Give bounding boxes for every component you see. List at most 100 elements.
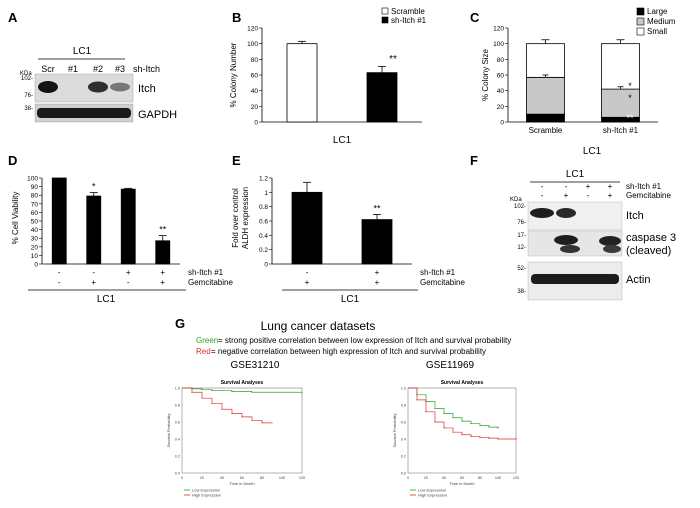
treatment-sign: - — [565, 182, 568, 191]
panel-a-lane-1: Scr — [41, 64, 55, 74]
y-tick-label: 0.4 — [401, 437, 406, 441]
panel-d-ylabel: % Cell Viability — [11, 192, 20, 245]
stacked-bar-segment — [601, 116, 640, 123]
panel-g-dataset-2: GSE11969 — [426, 360, 475, 371]
panel-c-ylabel: % Colony Size — [481, 48, 490, 101]
panel-d-row2-label: Gemcitabine — [188, 278, 233, 287]
panel-a-lane-header: sh-Itch — [133, 64, 160, 74]
legend-swatch — [636, 7, 645, 16]
treatment-sign: - — [541, 191, 544, 200]
significance-mark: ** — [373, 204, 381, 214]
y-tick-label: 40 — [251, 88, 259, 95]
panel-a-marker-38: 38- — [24, 106, 33, 112]
km-background — [388, 376, 526, 503]
stacked-bar-segment — [526, 43, 565, 78]
y-tick-label: 0.8 — [175, 403, 180, 407]
treatment-sign: + — [586, 182, 591, 191]
panel-letter-a: A — [8, 10, 18, 25]
y-tick-label: 0.6 — [259, 219, 268, 226]
itch-band — [88, 81, 108, 93]
legend-label: Medium — [647, 17, 676, 26]
y-tick-label: 0.4 — [259, 233, 268, 240]
f-caspase-band-2a — [554, 235, 578, 245]
panel-f-blot-caspase: caspase 3 — [626, 232, 676, 244]
y-tick-label: 120 — [493, 26, 504, 33]
panel-letter-b: B — [232, 10, 241, 25]
panel-a-lane-2: #1 — [68, 64, 78, 74]
panel-f-blot-actin: Actin — [626, 274, 650, 286]
treatment-sign: - — [92, 268, 95, 277]
y-tick-label: 100 — [493, 41, 504, 48]
treatment-sign: - — [58, 268, 61, 277]
treatment-sign: + — [160, 268, 165, 277]
treatment-sign: - — [541, 182, 544, 191]
f-itch-band-2 — [556, 208, 576, 218]
km-xlabel: Time in Month — [229, 481, 254, 486]
panel-f-kda: KDa — [510, 197, 522, 203]
panel-b-xlabel: LC1 — [333, 135, 352, 146]
stacked-bar-segment — [601, 88, 640, 118]
y-tick-label: 0 — [254, 120, 258, 127]
x-tick-label: 0 — [181, 476, 183, 480]
gapdh-blot-band — [37, 108, 131, 118]
y-tick-label: 20 — [251, 104, 259, 111]
treatment-sign: + — [608, 191, 613, 200]
panel-d-group-label: LC1 — [97, 294, 116, 305]
itch-band — [110, 82, 130, 92]
panel-c-chart: 0 20 40 60 80 100 120 Scramble sh-Itch #1 — [493, 26, 658, 135]
panel-a-blot-gapdh: GAPDH — [138, 109, 177, 121]
panel-g: G Lung cancer datasets Green = strong po… — [162, 316, 526, 503]
km-title: Survival Analyses — [441, 380, 484, 386]
treatment-sign: + — [160, 278, 165, 287]
y-tick-label: 80 — [31, 193, 39, 200]
survival-curve — [182, 387, 272, 424]
legend-swatch — [636, 27, 645, 36]
panel-letter-c: C — [470, 10, 480, 25]
x-tick-label: 120 — [513, 476, 519, 480]
legend-label: sh-Itch #1 — [391, 16, 427, 25]
panel-c-sig-large: ** — [626, 113, 634, 123]
stacked-bar-segment — [526, 76, 565, 115]
km-plot-gse31210: Survival Analyses 0 20 40 60 80 100 120 0.0 0.2 0.… — [162, 376, 312, 503]
x-tick-label: 20 — [424, 476, 428, 480]
y-tick-label: 40 — [31, 227, 39, 234]
stacked-bar-segment — [526, 113, 565, 123]
y-tick-label: 90 — [31, 184, 39, 191]
x-tick-label: 20 — [200, 476, 204, 480]
panel-b-ylabel: % Colony Number — [229, 42, 238, 107]
y-tick-label: 0.0 — [401, 471, 406, 475]
x-tick-label: sh-Itch #1 — [603, 126, 639, 135]
bar — [86, 195, 102, 265]
bar — [361, 219, 393, 265]
treatment-sign: - — [127, 278, 130, 287]
treatment-sign: - — [587, 191, 590, 200]
y-tick-label: 60 — [251, 73, 259, 80]
panel-f: F LC1 ---++-++ sh-Itch #1 Gemcitabine KD… — [470, 153, 676, 301]
km-title: Survival Analyses — [221, 380, 264, 386]
panel-f-row1-label: sh-Itch #1 — [626, 182, 662, 191]
panel-a-marker-102: 102- — [21, 76, 33, 82]
legend-label: High Expression — [418, 493, 447, 498]
panel-a: A LC1 Scr #1 #2 #3 sh-Itch KDa 102- 76- … — [8, 10, 177, 123]
y-tick-label: 60 — [31, 210, 39, 217]
y-tick-label: 80 — [251, 57, 259, 64]
panel-b-significance: ** — [389, 54, 397, 65]
panel-f-marker-38: 38- — [517, 289, 526, 295]
panel-e-ylabel-2: ALDH expression — [241, 187, 250, 249]
survival-curve — [408, 387, 516, 440]
panel-f-marker-102: 102- — [514, 204, 526, 210]
y-tick-label: 70 — [31, 201, 39, 208]
y-tick-label: 0.6 — [401, 420, 406, 424]
km-frame — [407, 387, 517, 474]
panel-e-group-label: LC1 — [341, 294, 360, 305]
legend-label: Small — [647, 27, 667, 36]
panel-g-title: Lung cancer datasets — [261, 319, 376, 333]
legend-label: Low Expression — [192, 488, 220, 493]
panel-g-red-word: Red — [196, 347, 211, 356]
km-xlabel: Time in Month — [449, 481, 474, 486]
km-ylabel: Survival Probability — [392, 413, 397, 447]
survival-curve — [182, 387, 302, 393]
panel-c-sig-small: * — [628, 81, 632, 91]
